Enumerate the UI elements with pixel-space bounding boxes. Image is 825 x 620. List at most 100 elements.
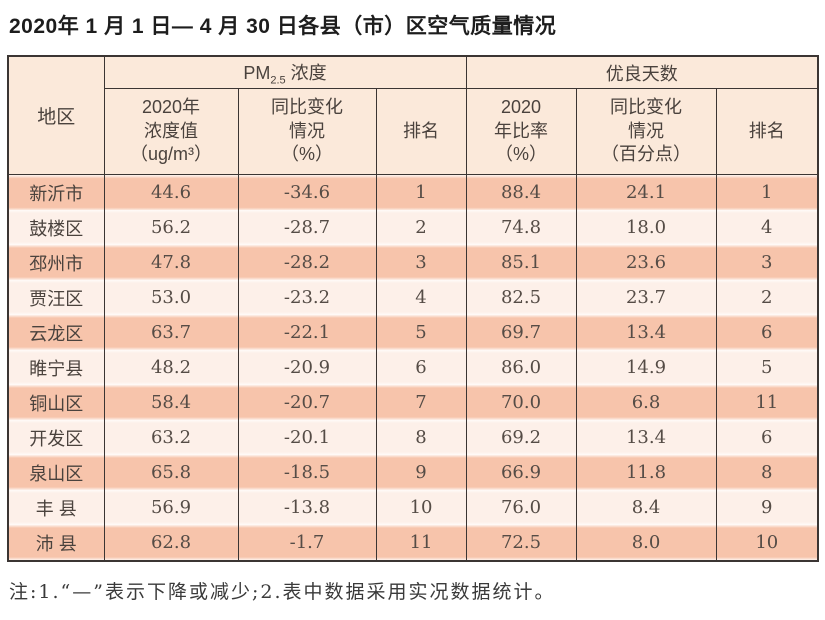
cell-pm25-change: -22.1 bbox=[237, 315, 377, 350]
table-row: 沛 县 62.8 -1.7 11 72.5 8.0 10 bbox=[7, 525, 819, 561]
cell-good-days-rate: 69.2 bbox=[465, 420, 577, 455]
cell-pm25-change: -28.7 bbox=[237, 210, 377, 245]
cell-good-days-rank: 8 bbox=[715, 455, 819, 490]
col-header-pm25-change: 同比变化 情况 （%） bbox=[237, 88, 377, 175]
cell-good-days-rank: 1 bbox=[715, 174, 819, 210]
col-header-good-days-change: 同比变化 情况 （百分点） bbox=[575, 88, 717, 175]
cell-region: 丰 县 bbox=[7, 490, 105, 525]
cell-region: 贾汪区 bbox=[7, 280, 105, 315]
cell-good-days-change: 13.4 bbox=[575, 420, 717, 455]
table-row: 泉山区 65.8 -18.5 9 66.9 11.8 8 bbox=[7, 455, 819, 490]
cell-good-days-rate: 88.4 bbox=[465, 174, 577, 210]
cell-pm25-change: -18.5 bbox=[237, 455, 377, 490]
col-group-good-days: 优良天数 bbox=[465, 56, 819, 89]
cell-pm25-rank: 7 bbox=[375, 385, 467, 420]
cell-good-days-rate: 82.5 bbox=[465, 280, 577, 315]
cell-good-days-rank: 5 bbox=[715, 350, 819, 385]
cell-good-days-rate: 66.9 bbox=[465, 455, 577, 490]
cell-region: 铜山区 bbox=[7, 385, 105, 420]
cell-pm25-rank: 11 bbox=[375, 525, 467, 561]
header-sub-row: 2020年 浓度值 （ug/m³） 同比变化 情况 （%） 排名 2020 年比… bbox=[8, 88, 819, 175]
cell-region: 邳州市 bbox=[7, 245, 105, 280]
cell-pm25-rank: 1 bbox=[375, 174, 467, 210]
cell-good-days-rate: 70.0 bbox=[465, 385, 577, 420]
cell-good-days-change: 11.8 bbox=[575, 455, 717, 490]
cell-good-days-change: 6.8 bbox=[575, 385, 717, 420]
cell-good-days-rank: 6 bbox=[715, 420, 819, 455]
cell-region: 开发区 bbox=[7, 420, 105, 455]
cell-good-days-rate: 69.7 bbox=[465, 315, 577, 350]
table-body: 新沂市 44.6 -34.6 1 88.4 24.1 1 鼓楼区 56.2 -28.7 2 74.8 1… bbox=[7, 174, 819, 561]
cell-pm25-change: -20.7 bbox=[237, 385, 377, 420]
cell-good-days-change: 23.6 bbox=[575, 245, 717, 280]
table-row: 铜山区 58.4 -20.7 7 70.0 6.8 11 bbox=[7, 385, 819, 420]
cell-pm25-value: 48.2 bbox=[103, 350, 239, 385]
cell-pm25-value: 62.8 bbox=[103, 525, 239, 561]
cell-pm25-rank: 3 bbox=[375, 245, 467, 280]
cell-pm25-change: -1.7 bbox=[237, 525, 377, 561]
cell-good-days-rate: 72.5 bbox=[465, 525, 577, 561]
cell-good-days-rate: 86.0 bbox=[465, 350, 577, 385]
cell-pm25-value: 56.9 bbox=[103, 490, 239, 525]
page-title: 2020年 1 月 1 日— 4 月 30 日各县（市）区空气质量情况 bbox=[9, 15, 557, 38]
cell-good-days-rank: 6 bbox=[715, 315, 819, 350]
table-row: 邳州市 47.8 -28.2 3 85.1 23.6 3 bbox=[7, 245, 819, 280]
table-row: 新沂市 44.6 -34.6 1 88.4 24.1 1 bbox=[7, 174, 819, 210]
cell-pm25-rank: 10 bbox=[375, 490, 467, 525]
cell-pm25-rank: 6 bbox=[375, 350, 467, 385]
pm25-subscript: 2.5 bbox=[270, 74, 286, 87]
table-row: 贾汪区 53.0 -23.2 4 82.5 23.7 2 bbox=[7, 280, 819, 315]
cell-pm25-change: -28.2 bbox=[237, 245, 377, 280]
table-row: 丰 县 56.9 -13.8 10 76.0 8.4 9 bbox=[7, 490, 819, 525]
table-row: 云龙区 63.7 -22.1 5 69.7 13.4 6 bbox=[7, 315, 819, 350]
col-group-pm25: PM2.5 浓度 bbox=[103, 56, 467, 89]
col-header-pm25-value: 2020年 浓度值 （ug/m³） bbox=[103, 88, 239, 175]
cell-region: 泉山区 bbox=[7, 455, 105, 490]
footnote: 注:1.“—”表示下降或减少;2.表中数据采用实况数据统计。 bbox=[9, 581, 556, 603]
cell-good-days-change: 24.1 bbox=[575, 174, 717, 210]
cell-pm25-value: 65.8 bbox=[103, 455, 239, 490]
cell-pm25-change: -20.1 bbox=[237, 420, 377, 455]
cell-good-days-change: 14.9 bbox=[575, 350, 717, 385]
col-header-good-days-rate: 2020 年比率 （%） bbox=[465, 88, 577, 175]
cell-pm25-value: 44.6 bbox=[103, 174, 239, 210]
cell-good-days-change: 13.4 bbox=[575, 315, 717, 350]
cell-pm25-value: 56.2 bbox=[103, 210, 239, 245]
cell-good-days-rank: 4 bbox=[715, 210, 819, 245]
cell-region: 云龙区 bbox=[7, 315, 105, 350]
cell-good-days-change: 8.4 bbox=[575, 490, 717, 525]
cell-good-days-rank: 2 bbox=[715, 280, 819, 315]
table-row: 睢宁县 48.2 -20.9 6 86.0 14.9 5 bbox=[7, 350, 819, 385]
table-header: 地区 PM2.5 浓度 优良天数 2020年 浓度值 （ug/m³） 同比变化 … bbox=[7, 56, 819, 175]
cell-pm25-value: 63.2 bbox=[103, 420, 239, 455]
table-row: 鼓楼区 56.2 -28.7 2 74.8 18.0 4 bbox=[7, 210, 819, 245]
cell-pm25-rank: 4 bbox=[375, 280, 467, 315]
air-quality-table: 地区 PM2.5 浓度 优良天数 2020年 浓度值 （ug/m³） 同比变化 … bbox=[7, 55, 820, 562]
cell-good-days-rate: 85.1 bbox=[465, 245, 577, 280]
cell-good-days-rank: 9 bbox=[715, 490, 819, 525]
cell-pm25-rank: 9 bbox=[375, 455, 467, 490]
cell-good-days-rate: 76.0 bbox=[465, 490, 577, 525]
cell-good-days-change: 8.0 bbox=[575, 525, 717, 561]
col-header-region: 地区 bbox=[7, 56, 105, 175]
cell-pm25-value: 63.7 bbox=[103, 315, 239, 350]
cell-pm25-change: -13.8 bbox=[237, 490, 377, 525]
col-header-pm25-rank: 排名 bbox=[375, 88, 467, 175]
col-header-good-days-rank: 排名 bbox=[715, 88, 819, 175]
cell-pm25-rank: 8 bbox=[375, 420, 467, 455]
table-row: 开发区 63.2 -20.1 8 69.2 13.4 6 bbox=[7, 420, 819, 455]
cell-region: 睢宁县 bbox=[7, 350, 105, 385]
cell-good-days-rank: 3 bbox=[715, 245, 819, 280]
cell-pm25-rank: 5 bbox=[375, 315, 467, 350]
cell-good-days-change: 23.7 bbox=[575, 280, 717, 315]
cell-pm25-change: -34.6 bbox=[237, 174, 377, 210]
pm25-group-label: PM2.5 浓度 bbox=[243, 62, 327, 87]
cell-good-days-rank: 11 bbox=[715, 385, 819, 420]
cell-good-days-rank: 10 bbox=[715, 525, 819, 561]
cell-pm25-change: -23.2 bbox=[237, 280, 377, 315]
cell-good-days-rate: 74.8 bbox=[465, 210, 577, 245]
cell-good-days-change: 18.0 bbox=[575, 210, 717, 245]
cell-pm25-value: 53.0 bbox=[103, 280, 239, 315]
cell-pm25-value: 47.8 bbox=[103, 245, 239, 280]
